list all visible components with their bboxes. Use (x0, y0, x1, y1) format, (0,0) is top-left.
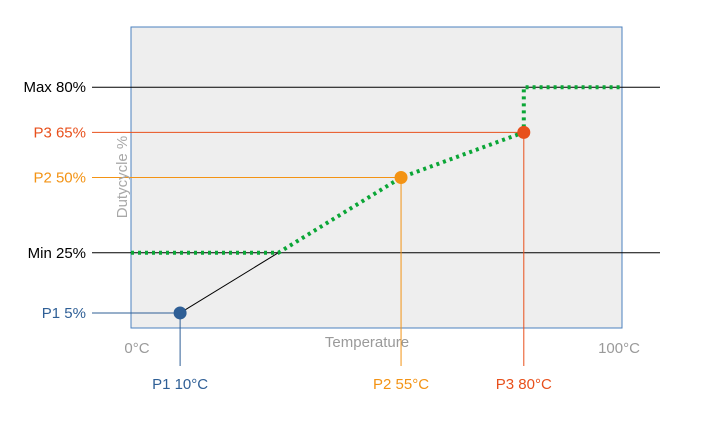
x-label-p2: P2 55°C (373, 376, 429, 393)
raw-curve-below-min (179, 252, 279, 314)
point-p3 (517, 125, 531, 139)
y-label-p2: P2 50% (33, 170, 86, 187)
limit-label-min: Min 25% (28, 245, 86, 262)
y-label-p1: P1 5% (42, 305, 86, 322)
point-p1 (173, 306, 187, 320)
effective-curve (131, 85, 622, 255)
y-axis-label: Dutycycle % (114, 136, 131, 219)
x-label-p3: P3 80°C (496, 376, 552, 393)
x-axis-label: Temperature (325, 334, 409, 351)
x-tick-min: 0°C (124, 340, 149, 357)
x-tick-max: 100°C (598, 340, 640, 357)
x-label-p1: P1 10°C (152, 376, 208, 393)
point-p2 (394, 171, 408, 184)
limit-label-max: Max 80% (23, 79, 86, 96)
y-label-p3: P3 65% (33, 124, 86, 141)
